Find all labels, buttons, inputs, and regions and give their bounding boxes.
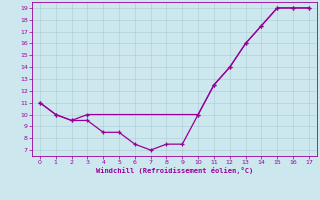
- X-axis label: Windchill (Refroidissement éolien,°C): Windchill (Refroidissement éolien,°C): [96, 167, 253, 174]
